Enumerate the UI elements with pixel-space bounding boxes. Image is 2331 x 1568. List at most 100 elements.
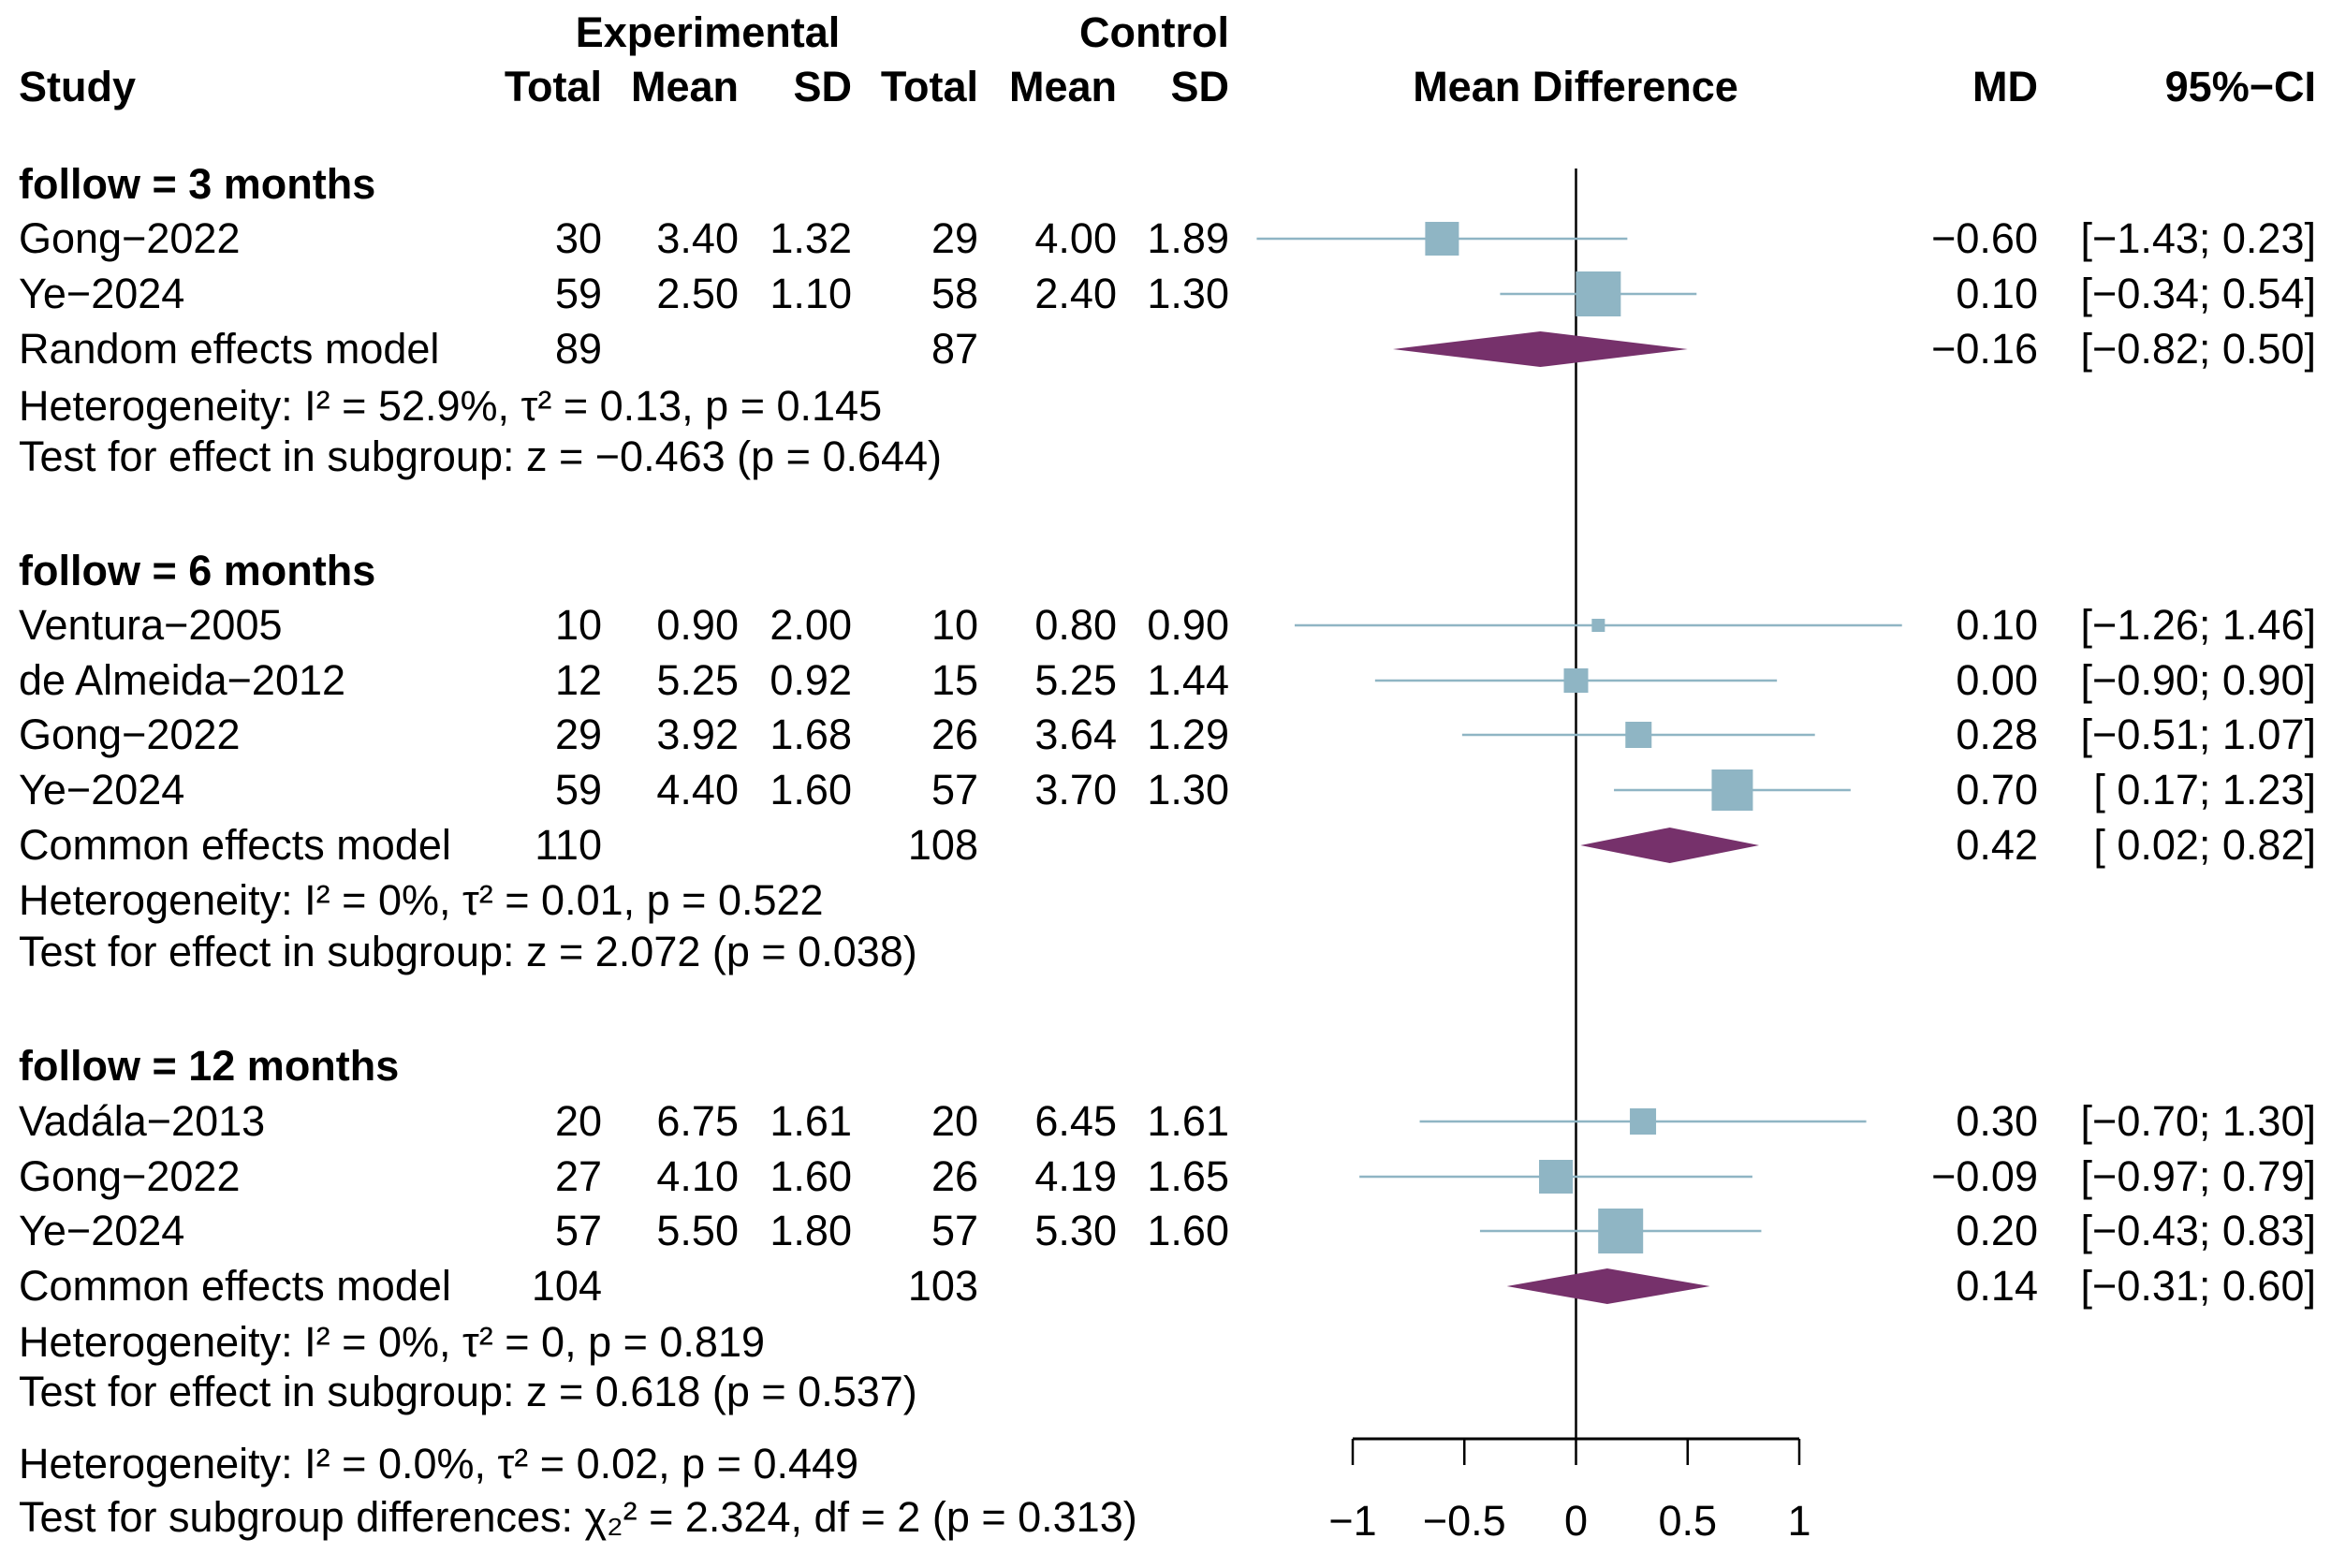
model-c-total: 108 bbox=[908, 821, 978, 869]
study-e-total: 57 bbox=[555, 1207, 602, 1254]
axis-tick-label: −1 bbox=[1328, 1497, 1376, 1545]
study-ci: [−1.43; 0.23] bbox=[2081, 214, 2316, 262]
study-c-sd: 1.60 bbox=[1147, 1207, 1229, 1254]
axis-tick-label: 1 bbox=[1787, 1497, 1811, 1545]
subgroup-differences-test: Test for subgroup differences: χ₂² = 2.3… bbox=[19, 1493, 1137, 1541]
study-e-total: 10 bbox=[555, 601, 602, 649]
header-ci: 95%−CI bbox=[2165, 63, 2316, 110]
study-c-mean: 4.19 bbox=[1034, 1152, 1117, 1200]
study-name: Ye−2024 bbox=[19, 766, 184, 813]
study-name: Ventura−2005 bbox=[19, 601, 283, 649]
study-e-sd: 1.68 bbox=[770, 711, 852, 758]
study-square bbox=[1630, 1108, 1657, 1135]
model-md: 0.14 bbox=[1956, 1262, 2038, 1310]
study-c-mean: 2.40 bbox=[1034, 270, 1117, 317]
study-ci: [−0.90; 0.90] bbox=[2081, 656, 2316, 704]
study-c-total: 26 bbox=[931, 1152, 978, 1200]
header-ctrl-mean: Mean bbox=[1009, 63, 1117, 110]
study-square bbox=[1591, 619, 1605, 632]
study-ci: [−0.97; 0.79] bbox=[2081, 1152, 2316, 1200]
subgroup-label: follow = 12 months bbox=[19, 1042, 399, 1090]
study-square bbox=[1711, 769, 1753, 811]
study-e-mean: 2.50 bbox=[656, 270, 739, 317]
study-e-sd: 1.60 bbox=[770, 1152, 852, 1200]
overall-heterogeneity: Heterogeneity: I² = 0.0%, τ² = 0.02, p =… bbox=[19, 1440, 858, 1487]
study-e-total: 59 bbox=[555, 270, 602, 317]
x-axis: −1 −0.5 0 0.5 1 bbox=[1328, 1437, 1811, 1545]
study-e-sd: 1.10 bbox=[770, 270, 852, 317]
study-e-sd: 1.61 bbox=[770, 1097, 852, 1145]
header-study: Study bbox=[19, 63, 136, 110]
study-md: 0.00 bbox=[1956, 656, 2038, 704]
study-e-sd: 0.92 bbox=[770, 656, 852, 704]
study-e-total: 27 bbox=[555, 1152, 602, 1200]
study-c-total: 29 bbox=[931, 214, 978, 262]
study-c-mean: 5.25 bbox=[1034, 656, 1117, 704]
study-e-mean: 5.25 bbox=[656, 656, 739, 704]
study-ci: [−0.34; 0.54] bbox=[2081, 270, 2316, 317]
model-md: −0.16 bbox=[1931, 325, 2038, 373]
header-exp-total: Total bbox=[505, 63, 602, 110]
study-e-mean: 5.50 bbox=[656, 1207, 739, 1254]
study-name: Vadála−2013 bbox=[19, 1097, 265, 1145]
study-c-mean: 6.45 bbox=[1034, 1097, 1117, 1145]
study-square bbox=[1576, 271, 1621, 316]
study-c-sd: 1.30 bbox=[1147, 766, 1229, 813]
study-md: 0.28 bbox=[1956, 711, 2038, 758]
study-name: Ye−2024 bbox=[19, 270, 184, 317]
model-e-total: 104 bbox=[532, 1262, 602, 1310]
study-c-sd: 1.44 bbox=[1147, 656, 1229, 704]
study-square bbox=[1625, 722, 1652, 748]
study-name: Gong−2022 bbox=[19, 1152, 240, 1200]
model-c-total: 103 bbox=[908, 1262, 978, 1310]
column-headers: Study Experimental Control Total Mean SD… bbox=[19, 8, 2316, 110]
study-c-mean: 5.30 bbox=[1034, 1207, 1117, 1254]
study-square bbox=[1563, 668, 1589, 693]
study-ci: [ 0.17; 1.23] bbox=[2093, 766, 2316, 813]
study-e-mean: 3.40 bbox=[656, 214, 739, 262]
study-name: Gong−2022 bbox=[19, 711, 240, 758]
study-e-mean: 3.92 bbox=[656, 711, 739, 758]
study-md: 0.20 bbox=[1956, 1207, 2038, 1254]
study-e-total: 12 bbox=[555, 656, 602, 704]
plot-body: follow = 3 months Gong−2022 30 3.40 1.32 29 4.… bbox=[19, 160, 2316, 1541]
study-c-sd: 1.30 bbox=[1147, 270, 1229, 317]
study-ci: [−0.43; 0.83] bbox=[2081, 1207, 2316, 1254]
model-c-total: 87 bbox=[931, 325, 978, 373]
subgroup-heterogeneity: Heterogeneity: I² = 52.9%, τ² = 0.13, p … bbox=[19, 382, 882, 430]
header-exp-mean: Mean bbox=[631, 63, 739, 110]
axis-tick-label: −0.5 bbox=[1423, 1497, 1506, 1545]
study-c-mean: 0.80 bbox=[1034, 601, 1117, 649]
study-square bbox=[1539, 1160, 1574, 1194]
model-e-total: 110 bbox=[535, 821, 602, 869]
study-e-total: 30 bbox=[555, 214, 602, 262]
study-e-total: 59 bbox=[555, 766, 602, 813]
model-name: Common effects model bbox=[19, 821, 451, 869]
study-md: −0.60 bbox=[1931, 214, 2038, 262]
header-exp-sd: SD bbox=[793, 63, 852, 110]
study-c-mean: 4.00 bbox=[1034, 214, 1117, 262]
study-name: Ye−2024 bbox=[19, 1207, 184, 1254]
header-control: Control bbox=[1079, 8, 1229, 56]
study-e-mean: 6.75 bbox=[656, 1097, 739, 1145]
study-e-mean: 4.40 bbox=[656, 766, 739, 813]
study-c-total: 20 bbox=[931, 1097, 978, 1145]
subgroup-label: follow = 3 months bbox=[19, 160, 375, 208]
study-square bbox=[1425, 222, 1459, 256]
study-e-sd: 1.32 bbox=[770, 214, 852, 262]
study-c-total: 26 bbox=[931, 711, 978, 758]
model-md: 0.42 bbox=[1956, 821, 2038, 869]
study-md: 0.10 bbox=[1956, 270, 2038, 317]
study-ci: [−1.26; 1.46] bbox=[2081, 601, 2316, 649]
axis-tick-label: 0.5 bbox=[1658, 1497, 1717, 1545]
study-name: Gong−2022 bbox=[19, 214, 240, 262]
header-ctrl-sd: SD bbox=[1170, 63, 1229, 110]
study-c-sd: 0.90 bbox=[1147, 601, 1229, 649]
study-c-total: 57 bbox=[931, 1207, 978, 1254]
subgroup-label: follow = 6 months bbox=[19, 547, 375, 594]
study-c-total: 57 bbox=[931, 766, 978, 813]
model-name: Random effects model bbox=[19, 325, 439, 373]
study-e-total: 20 bbox=[555, 1097, 602, 1145]
study-e-mean: 4.10 bbox=[656, 1152, 739, 1200]
header-mean-difference: Mean Difference bbox=[1413, 63, 1738, 110]
